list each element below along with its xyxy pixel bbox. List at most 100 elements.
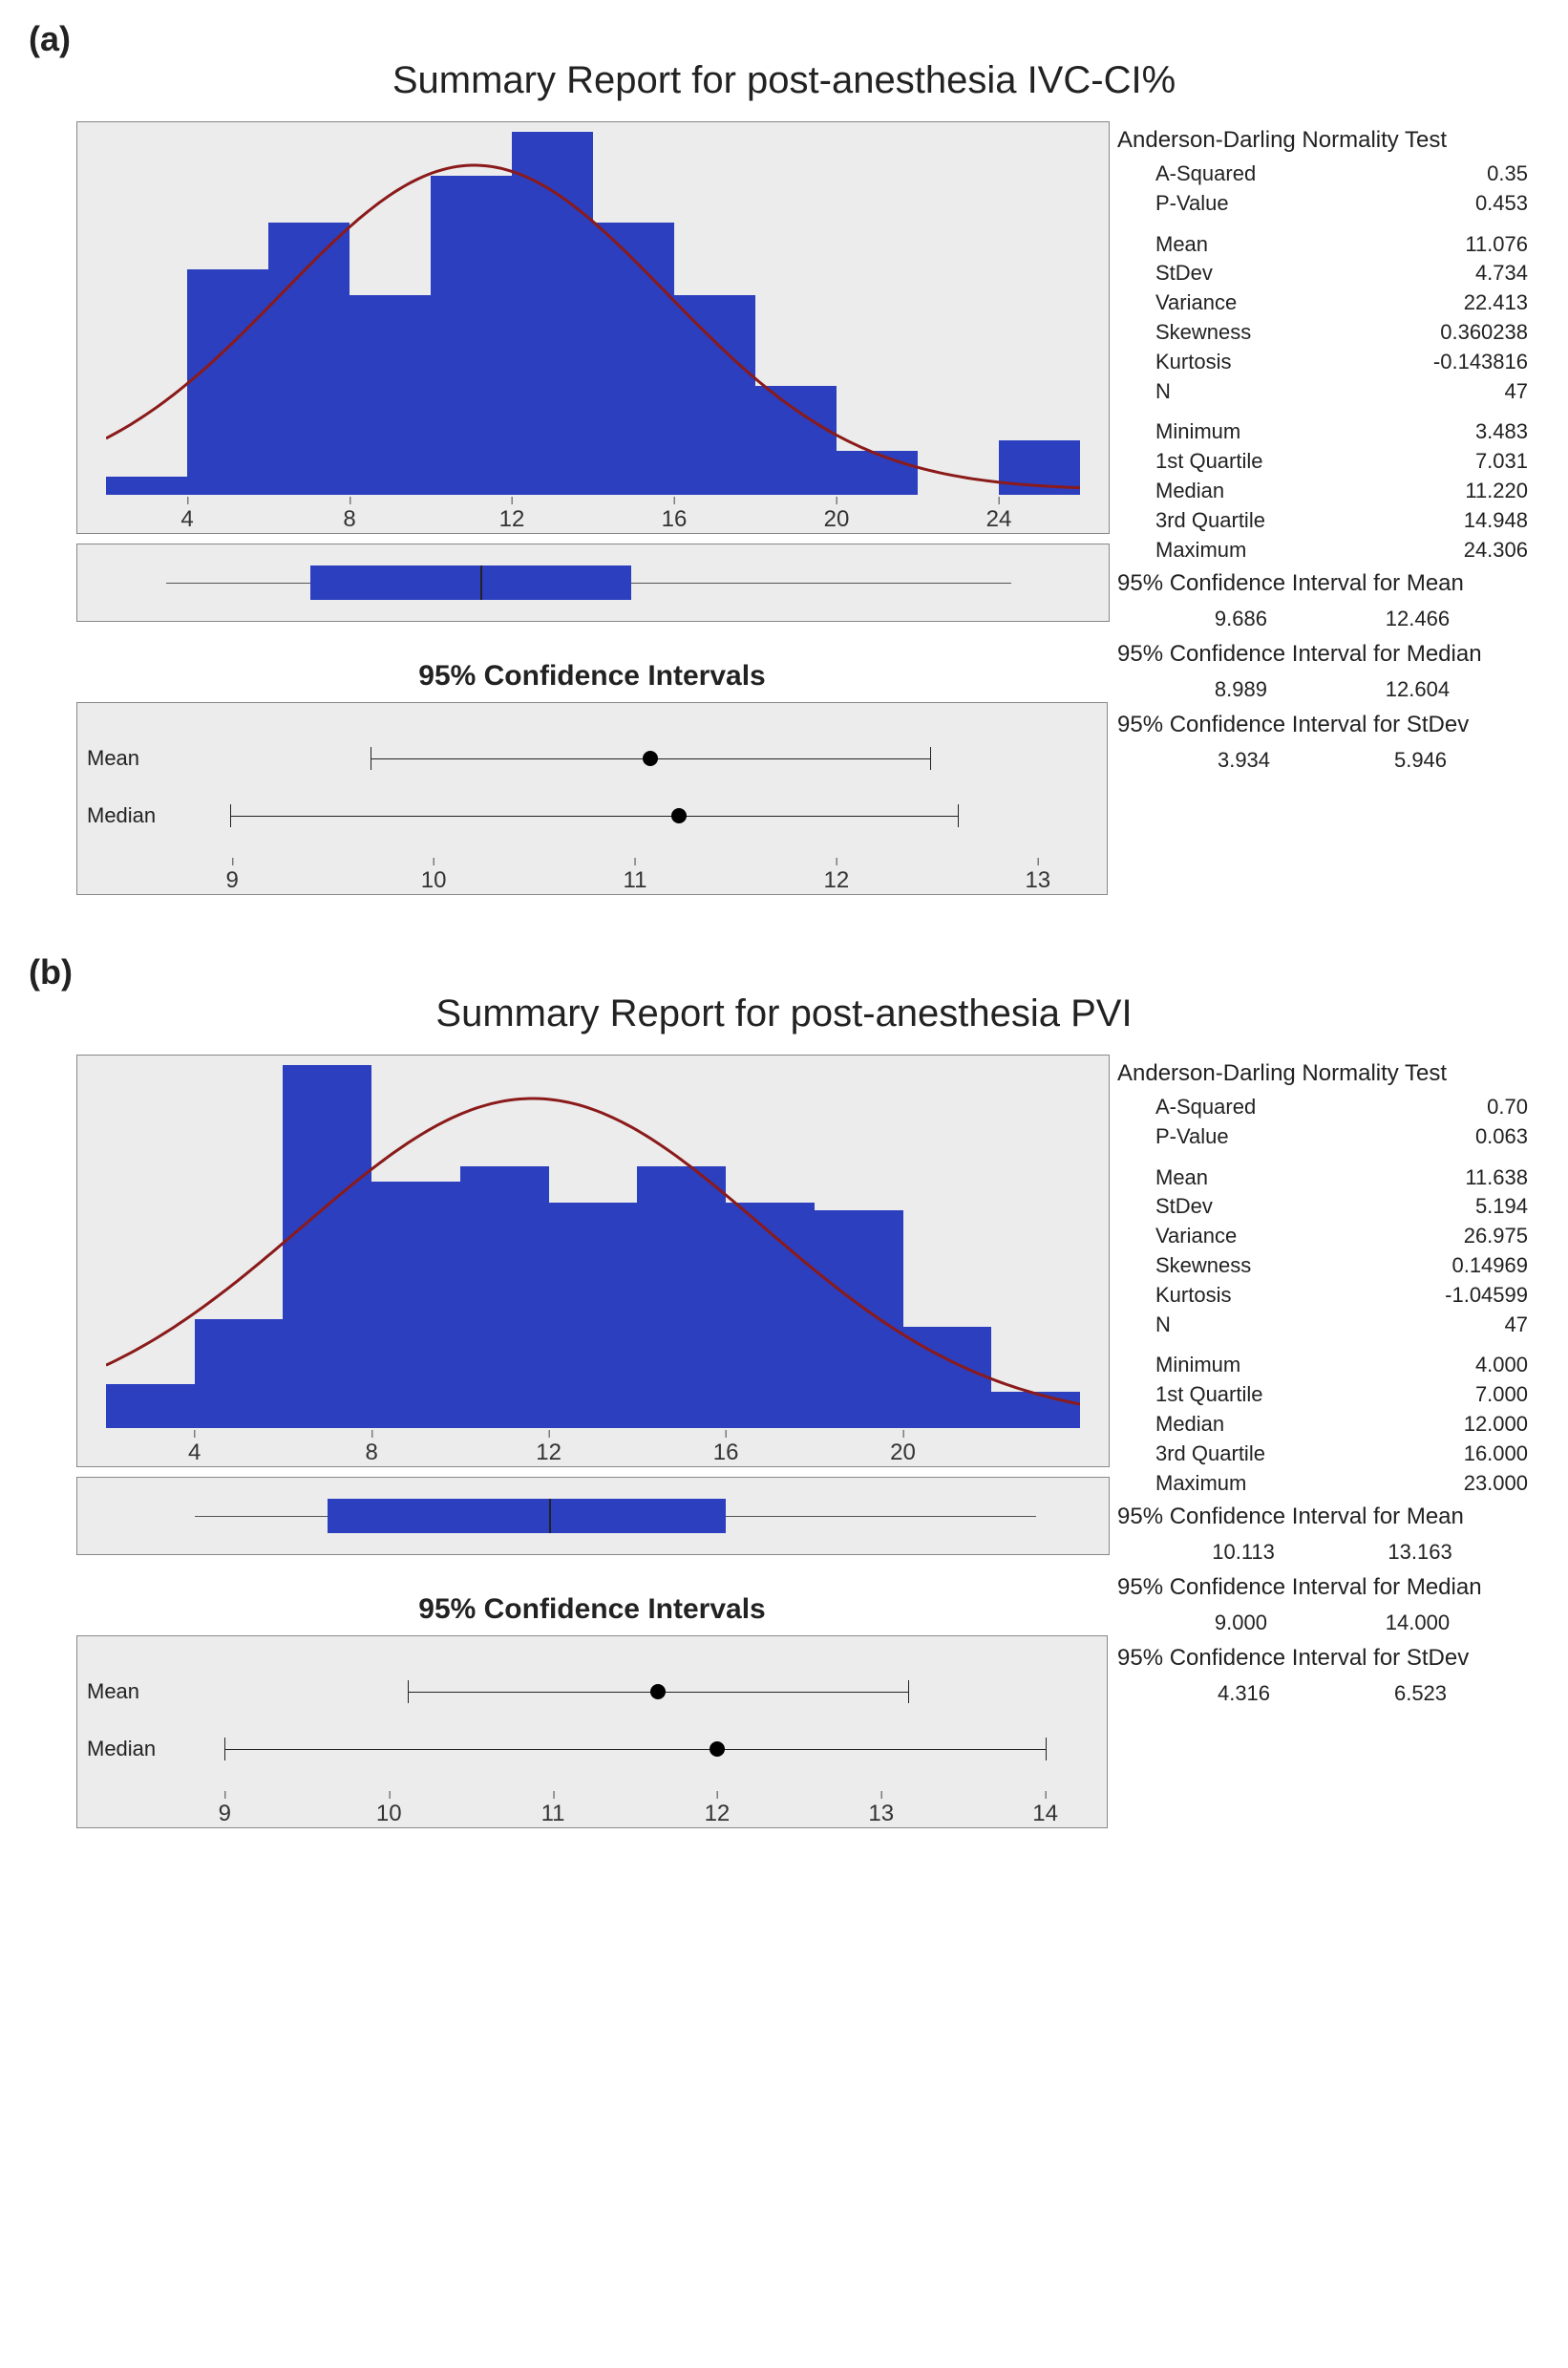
ci-xaxis-tick: 9 [219, 1801, 231, 1827]
normality-title: Anderson-Darling Normality Test [1117, 1060, 1547, 1087]
stats-line: Median11.220 [1117, 477, 1547, 506]
histogram-bar [460, 1166, 549, 1428]
ci-xaxis-tick: 9 [225, 867, 238, 894]
content-row: 481216202495% Confidence IntervalsMeanMe… [19, 121, 1549, 895]
boxplot-area [106, 554, 1080, 611]
histogram-bar [512, 132, 593, 495]
histogram-bar [268, 223, 350, 495]
boxplot-chart [76, 1477, 1110, 1555]
stats-line: Variance22.413 [1117, 288, 1547, 318]
ci-point [643, 751, 658, 766]
stats-line: Skewness0.360238 [1117, 318, 1547, 348]
stats-line: Kurtosis-0.143816 [1117, 348, 1547, 377]
stats-value: 7.031 [1361, 447, 1529, 477]
stats-ci-value: 5.946 [1394, 748, 1447, 773]
stats-line: StDev5.194 [1117, 1192, 1547, 1222]
stats-ci-value: 9.000 [1215, 1611, 1267, 1635]
stats-value: 47 [1361, 1311, 1529, 1340]
stats-label: 1st Quartile [1155, 1380, 1361, 1410]
ci-area: MeanMedian [192, 713, 1078, 856]
ci-stdev-values: 3.9345.946 [1117, 744, 1547, 777]
stats-value: 0.453 [1361, 189, 1529, 219]
stats-label: StDev [1155, 1192, 1361, 1222]
stats-label: Skewness [1155, 318, 1361, 348]
stats-line: Variance26.975 [1117, 1222, 1547, 1251]
ci-interval-line [224, 1749, 1045, 1750]
xaxis-tick: 4 [188, 1440, 201, 1466]
panel-letter: (b) [19, 952, 1549, 992]
stats-label: A-Squared [1155, 1093, 1361, 1122]
panel-b: (b)Summary Report for post-anesthesia PV… [19, 952, 1549, 1828]
stats-label: 1st Quartile [1155, 447, 1361, 477]
stats-line: Kurtosis-1.04599 [1117, 1281, 1547, 1311]
stats-ci-value: 9.686 [1215, 607, 1267, 631]
histogram-xaxis: 48121620 [106, 1428, 1080, 1466]
stats-column: Anderson-Darling Normality Test A-Squared… [1108, 1055, 1547, 1828]
ci-stdev-title: 95% Confidence Interval for StDev [1117, 1645, 1547, 1672]
histogram-bar [431, 176, 512, 495]
stats-value: 24.306 [1361, 536, 1529, 565]
stats-label: 3rd Quartile [1155, 1440, 1361, 1469]
histogram-chart: 48121620 [76, 1055, 1110, 1467]
histogram-bar [106, 477, 187, 495]
stats-label: Mean [1155, 1163, 1361, 1193]
ci-xaxis-tick: 14 [1032, 1801, 1058, 1827]
stats-line: P-Value0.453 [1117, 189, 1547, 219]
ci-row-label: Median [87, 1737, 156, 1761]
chart-column: 481216202495% Confidence IntervalsMeanMe… [76, 121, 1108, 895]
stats-value: 7.000 [1361, 1380, 1529, 1410]
ci-cap [408, 1680, 409, 1703]
xaxis-tick: 24 [986, 506, 1012, 533]
panel-a: (a)Summary Report for post-anesthesia IV… [19, 19, 1549, 895]
histogram-bar [371, 1182, 460, 1428]
median-line [549, 1499, 551, 1533]
ci-median-values: 9.00014.000 [1117, 1607, 1547, 1639]
histogram-bar [815, 1210, 903, 1428]
stats-ci-value: 12.466 [1386, 607, 1450, 631]
stats-label: Kurtosis [1155, 348, 1361, 377]
histogram-bar [106, 1384, 195, 1428]
histogram-bar [903, 1327, 992, 1428]
histogram-plot-area [106, 1065, 1080, 1428]
panel-title: Summary Report for post-anesthesia PVI [19, 992, 1549, 1035]
xaxis-tick: 20 [824, 506, 850, 533]
stats-value: 47 [1361, 377, 1529, 407]
stats-line: N47 [1117, 377, 1547, 407]
stats-line: Skewness0.14969 [1117, 1251, 1547, 1281]
stats-label: Kurtosis [1155, 1281, 1361, 1311]
ci-cap [930, 747, 931, 770]
xaxis-tick: 16 [662, 506, 688, 533]
ci-mean-title: 95% Confidence Interval for Mean [1117, 570, 1547, 597]
content-row: 4812162095% Confidence IntervalsMeanMedi… [19, 1055, 1549, 1828]
stats-value: -0.143816 [1361, 348, 1529, 377]
box-rect [328, 1499, 726, 1533]
ci-xaxis-tick: 12 [705, 1801, 731, 1827]
stats-line: StDev4.734 [1117, 259, 1547, 288]
ci-cap [1046, 1738, 1047, 1760]
stats-label: P-Value [1155, 189, 1361, 219]
chart-column: 4812162095% Confidence IntervalsMeanMedi… [76, 1055, 1108, 1828]
stats-label: StDev [1155, 259, 1361, 288]
xaxis-tick: 20 [890, 1440, 916, 1466]
stats-value: 12.000 [1361, 1410, 1529, 1440]
stats-value: 23.000 [1361, 1469, 1529, 1499]
stats-value: 0.35 [1361, 160, 1529, 189]
ci-xaxis: 91011121314 [192, 1789, 1078, 1827]
ci-cap [958, 804, 959, 827]
xaxis-tick: 12 [536, 1440, 562, 1466]
stats-line: 1st Quartile7.031 [1117, 447, 1547, 477]
stats-ci-value: 8.989 [1215, 677, 1267, 702]
stats-label: Minimum [1155, 417, 1361, 447]
stats-line: 1st Quartile7.000 [1117, 1380, 1547, 1410]
ci-point [650, 1684, 666, 1699]
stats-line: Mean11.638 [1117, 1163, 1547, 1193]
stats-value: 4.734 [1361, 259, 1529, 288]
stats-value: 5.194 [1361, 1192, 1529, 1222]
stats-value: 16.000 [1361, 1440, 1529, 1469]
stats-line: A-Squared0.70 [1117, 1093, 1547, 1122]
stats-label: Median [1155, 477, 1361, 506]
ci-point [671, 808, 687, 823]
panel-title: Summary Report for post-anesthesia IVC-C… [19, 59, 1549, 102]
stats-line: N47 [1117, 1311, 1547, 1340]
histogram-bar [999, 440, 1080, 495]
